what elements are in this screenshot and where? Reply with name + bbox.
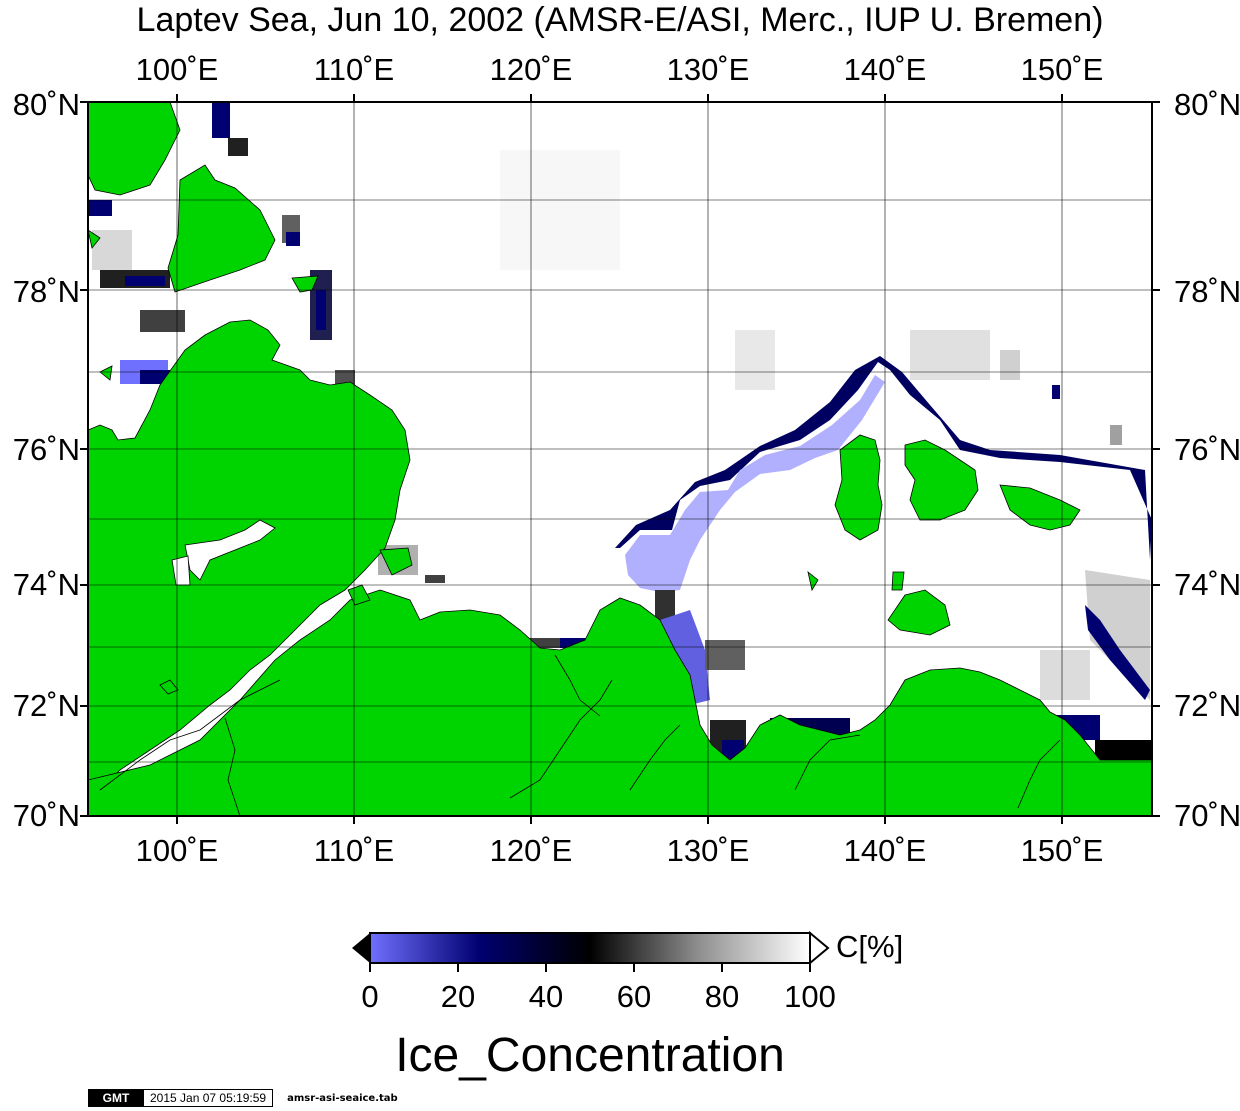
top-lon-label-150: 150˚E [1020, 52, 1104, 87]
left-lat-label-74: 74˚N [12, 567, 80, 602]
colorbar-title: Ice_Concentration [395, 1029, 785, 1082]
right-lat-label-74: 74˚N [1174, 567, 1240, 602]
colorbar-tick-20: 20 [440, 979, 476, 1014]
gmt-footer: GMT 2015 Jan 07 05:19:59 amsr-asi-seaice… [88, 1089, 398, 1107]
bottom-lon-label-130: 130˚E [666, 833, 750, 868]
colorbar-right-arrow [809, 930, 830, 966]
right-lat-label-80: 80˚N [1174, 87, 1240, 122]
right-lat-label-72: 72˚N [1174, 688, 1240, 723]
bottom-lon-label-100: 100˚E [135, 833, 219, 868]
colorbar [352, 930, 830, 972]
colorbar-gradient [369, 932, 811, 964]
right-lat-label-78: 78˚N [1174, 274, 1240, 309]
top-lon-label-120: 120˚E [489, 52, 573, 87]
left-lat-label-72: 72˚N [12, 688, 80, 723]
colorbar-tick-60: 60 [616, 979, 652, 1014]
left-lat-label-76: 76˚N [12, 432, 80, 467]
colorbar-unit: C[%] [836, 929, 904, 964]
bottom-lon-label-110: 110˚E [313, 833, 395, 868]
kotelny-island [834, 434, 883, 541]
bottom-lon-label-120: 120˚E [489, 833, 573, 868]
bolshoy-lyakhovsky-island [887, 589, 951, 636]
faddeyevsky-island [904, 439, 979, 521]
taymyr-peninsula [88, 319, 411, 801]
graticule [88, 102, 1152, 816]
top-lon-label-110: 110˚E [313, 52, 395, 87]
top-lon-label-100: 100˚E [135, 52, 219, 87]
colorbar-tick-100: 100 [784, 979, 836, 1014]
bottom-lon-label-150: 150˚E [1020, 833, 1104, 868]
top-lon-label-140: 140˚E [843, 52, 927, 87]
left-lat-label-70: 70˚N [12, 798, 80, 833]
colorbar-tick-40: 40 [528, 979, 564, 1014]
left-lat-label-78: 78˚N [12, 274, 80, 309]
axis-ticks [80, 94, 1160, 824]
map-frame [87, 101, 1153, 817]
top-lon-label-130: 130˚E [666, 52, 750, 87]
colorbar-tick-80: 80 [704, 979, 740, 1014]
bottom-lon-label-140: 140˚E [843, 833, 927, 868]
rivers-and-borders [99, 654, 1061, 816]
colorbar-left-arrow [352, 933, 370, 963]
polynya-low-ice [625, 375, 885, 592]
gmt-logo: GMT [88, 1089, 144, 1107]
severnaya-zemlya-bolshevik [167, 164, 276, 293]
map-title: Laptev Sea, Jun 10, 2002 (AMSR-E/ASI, Me… [136, 1, 1104, 39]
right-lat-label-70: 70˚N [1174, 798, 1240, 833]
colorbar-tick-0: 0 [361, 979, 379, 1014]
right-lat-label-76: 76˚N [1174, 432, 1240, 467]
gmt-timestamp: 2015 Jan 07 05:19:59 [144, 1089, 274, 1107]
severnaya-zemlya-north [88, 102, 181, 196]
left-lat-label-80: 80˚N [12, 87, 80, 122]
gmt-command: amsr-asi-seaice.tab [287, 1092, 398, 1104]
